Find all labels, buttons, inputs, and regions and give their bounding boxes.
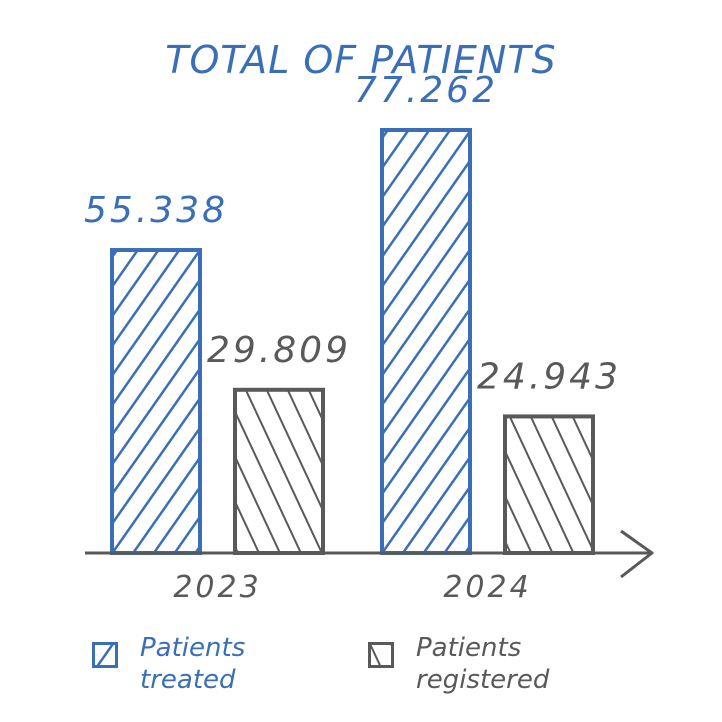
x-tick-label-2023: 2023 (173, 570, 261, 605)
legend-label-treated: Patients treated (140, 633, 246, 695)
legend-item-treated: Patients treated (92, 632, 310, 696)
data-label-treated-2023: 55.338 (84, 190, 228, 231)
legend-item-registered: Patients registered (368, 632, 586, 696)
bar-registered-2024 (503, 414, 595, 555)
chart-title: TOTAL OF PATIENTS (165, 38, 557, 82)
x-axis-arrow (620, 529, 654, 579)
bar-treated-2023 (110, 248, 202, 555)
legend-label-registered: Patients registered (416, 633, 550, 695)
data-label-treated-2024: 77.262 (354, 70, 498, 111)
x-tick-label-2024: 2024 (443, 570, 531, 605)
data-label-registered-2023: 29.809 (207, 330, 351, 371)
legend-swatch-registered (368, 642, 394, 668)
data-label-registered-2024: 24.943 (477, 356, 621, 397)
bar-registered-2023 (233, 387, 325, 555)
bar-treated-2024 (380, 127, 472, 556)
legend-swatch-treated (92, 642, 118, 668)
